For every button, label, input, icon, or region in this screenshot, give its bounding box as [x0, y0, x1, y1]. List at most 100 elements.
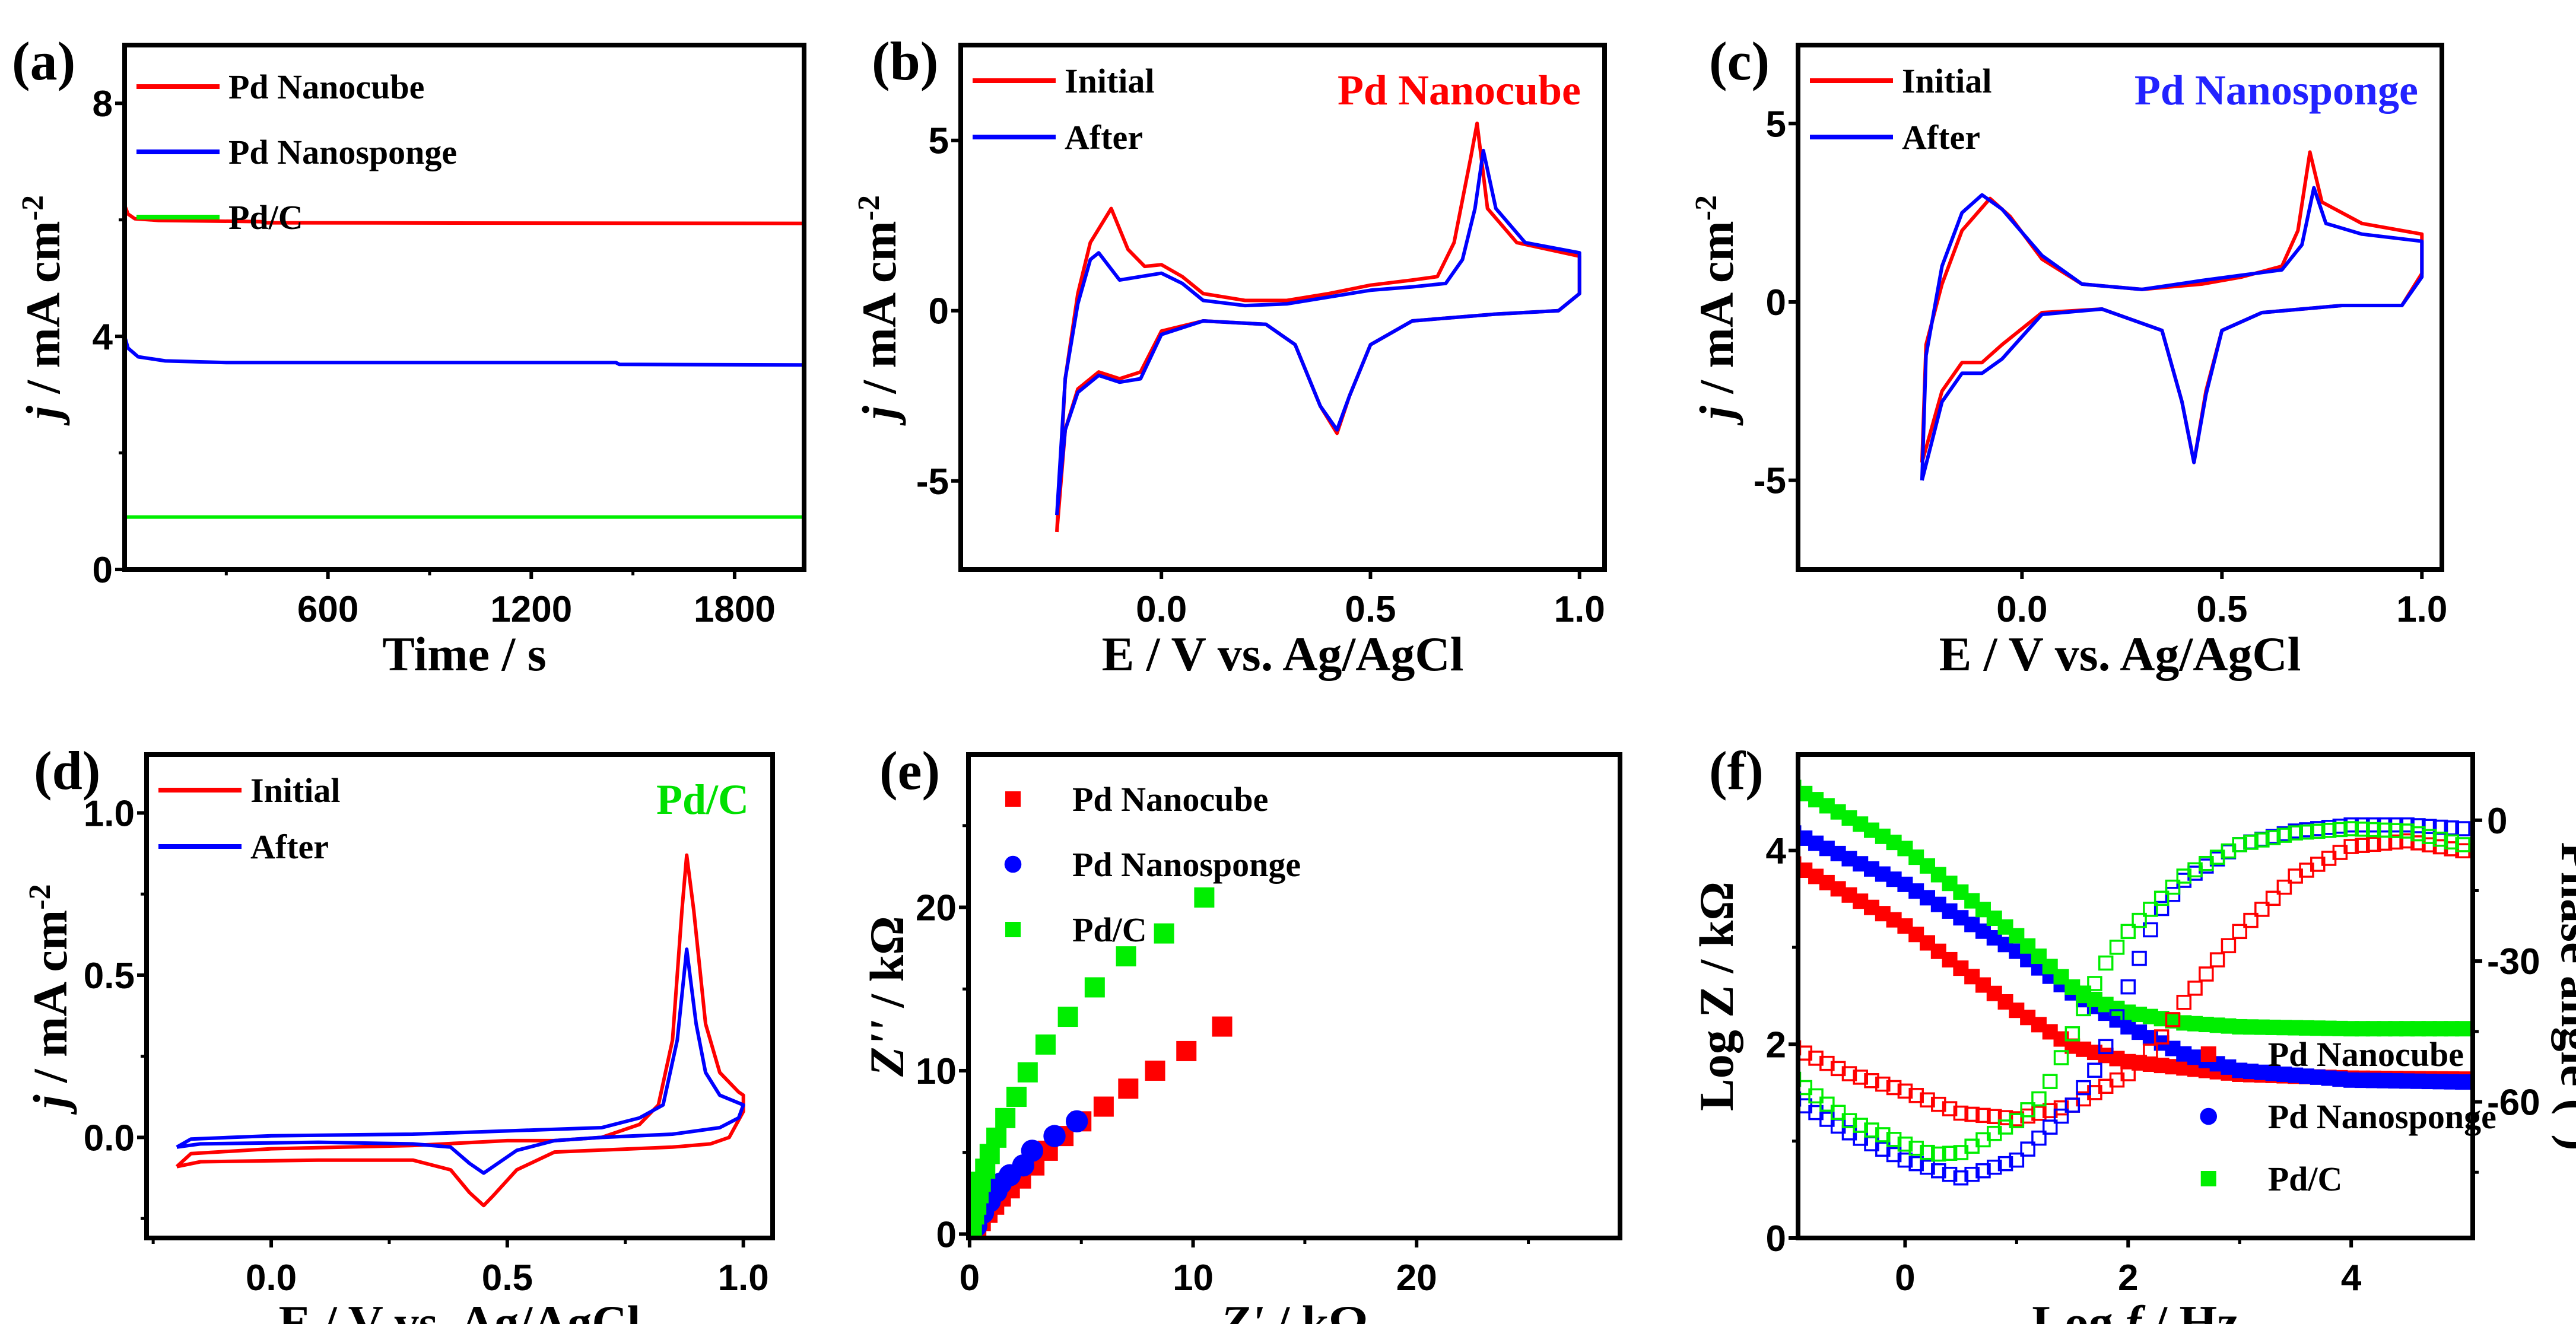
data-point — [2053, 1108, 2069, 1124]
data-point — [2276, 828, 2292, 843]
data-point — [1057, 1007, 1078, 1027]
y-tick-label: 5 — [929, 121, 949, 162]
data-point — [1006, 1087, 1027, 1107]
data-point — [1964, 1106, 1980, 1122]
data-point — [2031, 1130, 2047, 1146]
y-axis-label: j / mA cm-2 — [852, 195, 907, 426]
x-label-text: Time / s — [382, 627, 546, 681]
data-point — [1908, 1140, 1924, 1156]
data-point — [1920, 1092, 1935, 1107]
data-point — [1975, 1163, 1991, 1179]
x-tick-label: 0 — [1895, 1258, 1915, 1298]
legend-label: Initial — [250, 771, 341, 810]
plot-area — [175, 853, 745, 1208]
data-point — [2031, 1106, 2047, 1121]
legend-label: After — [250, 828, 329, 866]
data-point — [2064, 1026, 2081, 1042]
data-point — [2176, 995, 2192, 1010]
legend-label: Pd/C — [1072, 911, 1147, 949]
series-pd-nanocube — [125, 205, 804, 225]
data-point — [1920, 1144, 1935, 1160]
legend-item: Pd Nanosponge — [2200, 1097, 2496, 1136]
panel-c: 0.0 0.5 1.0 -5 0 5 E / V vs. Ag/AgCl j / mA cm-… — [1689, 31, 2448, 681]
data-point — [2410, 818, 2426, 833]
data-point — [1931, 1163, 1946, 1179]
data-point — [995, 1107, 1016, 1128]
y-tick-label: 0 — [936, 1214, 957, 1255]
legend-item: Pd/C — [136, 198, 303, 237]
y-tick-label: 10 — [916, 1051, 957, 1092]
panel-d: 0.0 0.5 1.0 0.0 0.5 1.0 E / V vs. Ag/AgCl j / m… — [23, 740, 775, 1324]
series-pd-c — [1798, 779, 2471, 1037]
legend-label: After — [1902, 118, 1980, 157]
data-point — [2153, 1029, 2170, 1045]
panel-label: (e) — [879, 740, 940, 801]
x-tick-label: 1200 — [490, 589, 572, 630]
data-point — [2432, 831, 2448, 847]
series-pd-nanosponge — [125, 336, 804, 367]
data-point — [1975, 1107, 1991, 1124]
data-point — [2132, 912, 2147, 928]
y-tick-label: 2 — [1766, 1024, 1786, 1065]
legend-item: After — [158, 828, 329, 866]
legend-item: Pd/C — [1005, 911, 1147, 949]
series-pd-c — [968, 887, 1215, 1236]
data-point — [2232, 924, 2247, 940]
data-point — [2153, 900, 2170, 916]
data-point — [1942, 1101, 1958, 1116]
series-line — [1055, 122, 1581, 533]
legend-marker — [1005, 791, 1021, 807]
x-label-text: / kΩ — [1264, 1296, 1368, 1324]
panel-label: (b) — [872, 31, 938, 91]
data-point — [2232, 837, 2247, 852]
x-label-italic: Z' — [1220, 1296, 1264, 1324]
data-point — [2120, 1066, 2136, 1081]
y-label-text: / mA cm — [23, 910, 77, 1095]
y-label-text: / kΩ — [860, 916, 914, 1020]
x-tick-label: 2 — [2118, 1258, 2138, 1298]
x-tick-label: 20 — [1396, 1258, 1437, 1298]
x-axis-label: Z' / kΩ — [1220, 1296, 1368, 1324]
y-axis-label: j / mA cm-2 — [23, 884, 78, 1115]
y-tick-label: 4 — [93, 317, 113, 358]
data-point — [986, 1127, 1007, 1148]
data-point — [1908, 1088, 1924, 1103]
data-point — [2120, 924, 2136, 940]
data-point — [1808, 1051, 1824, 1066]
plot-frame — [1796, 43, 2444, 572]
y-label-italic: j — [852, 405, 906, 426]
x-tick-label: 4 — [2341, 1258, 2362, 1298]
data-point — [2153, 890, 2170, 906]
data-point — [2388, 834, 2404, 850]
y-axis-label: j / mA cm-2 — [1689, 195, 1744, 426]
data-point — [1864, 1073, 1879, 1089]
data-point — [2455, 1074, 2471, 1090]
data-point — [2132, 950, 2147, 966]
data-point — [1212, 1016, 1233, 1037]
data-point — [1931, 1146, 1946, 1162]
data-point — [2187, 981, 2203, 996]
data-point — [2098, 1039, 2114, 1055]
data-point — [1997, 1110, 2013, 1125]
data-point — [1808, 1088, 1824, 1104]
data-point — [1875, 1076, 1891, 1092]
legend-label: Pd Nanocube — [1072, 780, 1268, 819]
data-point — [1964, 1166, 1980, 1182]
y-label-text: / mA cm — [16, 221, 70, 406]
data-point — [2421, 829, 2437, 844]
x-label-text: E / V vs. Ag/AgCl — [279, 1296, 641, 1324]
data-point — [1875, 1141, 1891, 1157]
panel-label: (f) — [1709, 740, 1764, 801]
y-tick-label: 0 — [929, 291, 949, 332]
data-point — [1021, 1140, 1044, 1162]
data-point — [2455, 821, 2470, 836]
legend-marker — [2200, 1107, 2218, 1125]
x-tick-label: 600 — [297, 589, 358, 630]
data-point — [2031, 1091, 2047, 1107]
series-after — [1920, 186, 2424, 481]
data-point — [2165, 1012, 2181, 1027]
y-label-text: Log Z / kΩ — [1689, 881, 1743, 1111]
data-point — [1145, 1060, 1165, 1081]
data-point — [2388, 823, 2404, 838]
y-axis-label: Log Z / kΩ — [1689, 881, 1743, 1111]
